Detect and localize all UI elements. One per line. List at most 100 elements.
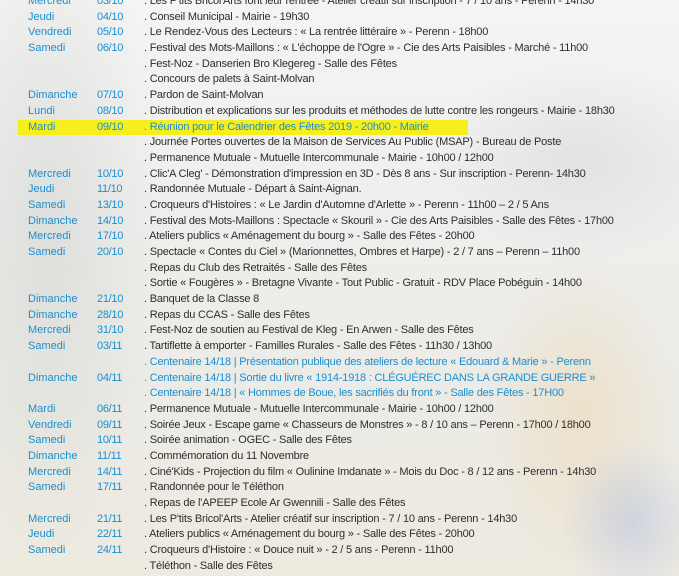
event-row: Jeudi 22/11 . Ateliers publics « Aménageme… [0,527,679,543]
event-day: Samedi [28,544,66,557]
event-description: . Le Rendez-Vous des Lecteurs : « La ren… [144,26,489,39]
event-date: 03/11 [97,340,123,353]
event-description: . Ciné'Kids - Projection du film « Oulin… [144,465,597,478]
event-row: . Fest-Noz - Danserien Bro Klegereg - Sa… [0,57,679,73]
event-date: 11/10 [97,183,123,196]
event-day: Samedi [28,246,66,258]
event-day: Vendredi [28,26,72,39]
event-description: . Repas du Club des Retraités - Salle de… [144,261,367,274]
event-row: Mercredi 14/11 . Ciné'Kids - Projection du… [0,465,679,481]
event-row: Jeudi 11/10 . Randonnée Mutuale - Départ à… [0,182,679,198]
event-day: Jeudi [28,528,55,541]
event-row: . Journée Portes ouvertes de la Maison d… [0,135,679,151]
event-day: Mardi [28,402,56,415]
event-row: Mercredi 03/10 . Les P'tits Bricol'Arts fo… [0,0,679,10]
event-day: Dimanche [28,293,78,306]
event-description: . Journée Portes ouvertes de la Maison d… [144,136,562,149]
event-description: . Croqueurs d'Histoires : « Le Jardin d'… [144,198,549,211]
event-date: 08/10 [97,104,124,117]
event-description: . Tartiflette à emporter - Familles Rura… [144,340,492,353]
event-description: . Permanence Mutuale - Mutuelle Intercom… [144,402,494,415]
event-date: 21/11 [97,512,123,525]
event-row: . Centenaire 14/18 | Présentation publiq… [0,355,679,371]
event-row: Mardi 06/11 . Permanence Mutuale - Mutuell… [0,402,679,418]
event-row: Samedi 03/11 . Tartiflette à emporter - Fa… [0,339,679,355]
event-row-highlighted: Mardi 09/10 . Réunion pour le Calendrier d… [0,119,679,136]
event-description: . Banquet de la Classe 8 [144,293,260,306]
event-row: . Repas de l'APEEP Ecole Ar Gwennili - S… [0,496,679,512]
event-description: . Les P'tits Bricol'Arts - Atelier créat… [144,512,517,525]
event-description: . Clic'A Cleg' - Démonstration d'impress… [144,167,586,180]
event-date: 14/10 [97,214,124,227]
event-day: Lundi [28,104,55,117]
event-description: . Repas de l'APEEP Ecole Ar Gwennili - S… [144,497,406,509]
event-date: 13/10 [97,198,124,211]
event-day: Samedi [28,340,66,353]
event-row: . Téléthon - Salle des Fêtes [0,559,679,575]
event-row: . Sortie « Fougères » - Bretagne Vivante… [0,276,679,292]
event-day: Mercredi [28,0,71,7]
event-date: 17/11 [97,481,123,494]
event-row: . Repas du Club des Retraités - Salle de… [0,261,679,277]
event-description: . Concours de palets à Saint-Molvan [144,73,315,86]
event-row: . Concours de palets à Saint-Molvan [0,72,679,88]
event-description: . Ateliers publics « Aménagement du bour… [144,230,475,243]
event-description: . Permanence Mutuale - Mutuelle Intercom… [144,151,494,164]
event-row: Lundi 08/10 . Distribution et explications… [0,104,679,120]
event-description: . Festival des Mots-Maillons : « L'échop… [144,42,588,55]
event-date: 10/11 [97,434,123,447]
event-date: 09/11 [97,418,123,431]
event-date: 06/10 [97,42,124,55]
event-day: Jeudi [28,183,55,196]
event-description: . Commémoration du 11 Novembre [144,449,309,462]
event-date: 21/10 [97,293,124,306]
event-description: . Repas du CCAS - Salle des Fêtes [144,308,310,321]
event-row: Samedi 24/11 . Croqueurs d'Histoire : « Do… [0,543,679,559]
event-description: . Pardon de Saint-Molvan [144,89,264,102]
event-day: Samedi [28,434,66,447]
event-description: . Les P'tits Bricol'Arts font leur rentr… [144,0,595,7]
event-description: . Festival des Mots-Maillons : Spectacle… [144,214,614,227]
event-description: . Croqueurs d'Histoire : « Douce nuit » … [144,544,454,557]
event-row: Mercredi 21/11 . Les P'tits Bricol'Arts - … [0,512,679,528]
event-row: Dimanche 28/10 . Repas du CCAS - Salle des… [0,308,679,324]
event-day: Samedi [28,198,66,211]
event-description: . Spectacle « Contes du Ciel » (Marionne… [144,246,580,258]
event-date: 31/10 [97,324,124,337]
event-row: Dimanche 11/11 . Commémoration du 11 Novem… [0,449,679,465]
event-description: . Randonnée pour le Téléthon [144,481,284,494]
event-description: . Soirée animation - OGEC - Salle des Fê… [144,434,352,447]
event-day: Mercredi [28,167,71,180]
event-row: Mercredi 31/10 . Fest-Noz de soutien au Fe… [0,323,679,339]
event-date: 28/10 [97,308,124,321]
event-row: Jeudi 04/10 . Conseil Municipal - Mairie -… [0,10,679,26]
event-description: . Distribution et explications sur les p… [144,104,615,117]
event-description: . Sortie « Fougères » - Bretagne Vivante… [144,277,582,290]
event-date: 22/11 [97,528,123,541]
event-day: Samedi [28,481,66,494]
event-description: . Centenaire 14/18 | « Hommes de Boue, l… [144,387,564,400]
event-row: Samedi 13/10 . Croqueurs d'Histoires : « L… [0,198,679,214]
event-description: . Ateliers publics « Aménagement du bour… [144,528,475,541]
event-date: 04/11 [97,371,123,384]
event-day: Dimanche [28,214,78,227]
event-date: 20/10 [97,246,124,258]
event-row: Vendredi 05/10 . Le Rendez-Vous des Lecteu… [0,25,679,41]
event-date: 11/11 [97,449,122,462]
event-day: Dimanche [28,449,78,462]
event-date: 05/10 [97,26,124,39]
event-date: 17/10 [97,230,124,243]
event-description: . Centenaire 14/18 | Présentation publiq… [144,355,591,368]
event-description: . Fest-Noz de soutien au Festival de Kle… [144,324,474,337]
event-day: Dimanche [28,308,78,321]
event-day: Dimanche [28,371,78,384]
event-day: Mercredi [28,230,71,243]
event-day: Dimanche [28,89,78,102]
highlight-marker [18,119,468,135]
event-description: . Centenaire 14/18 | Sortie du livre « 1… [144,371,596,384]
event-description: . Réunion pour le Calendrier des Fêtes 2… [144,120,429,133]
event-date: 07/10 [97,89,124,102]
event-day: Vendredi [28,418,72,431]
event-row: Dimanche 14/10 . Festival des Mots-Maillon… [0,214,679,230]
